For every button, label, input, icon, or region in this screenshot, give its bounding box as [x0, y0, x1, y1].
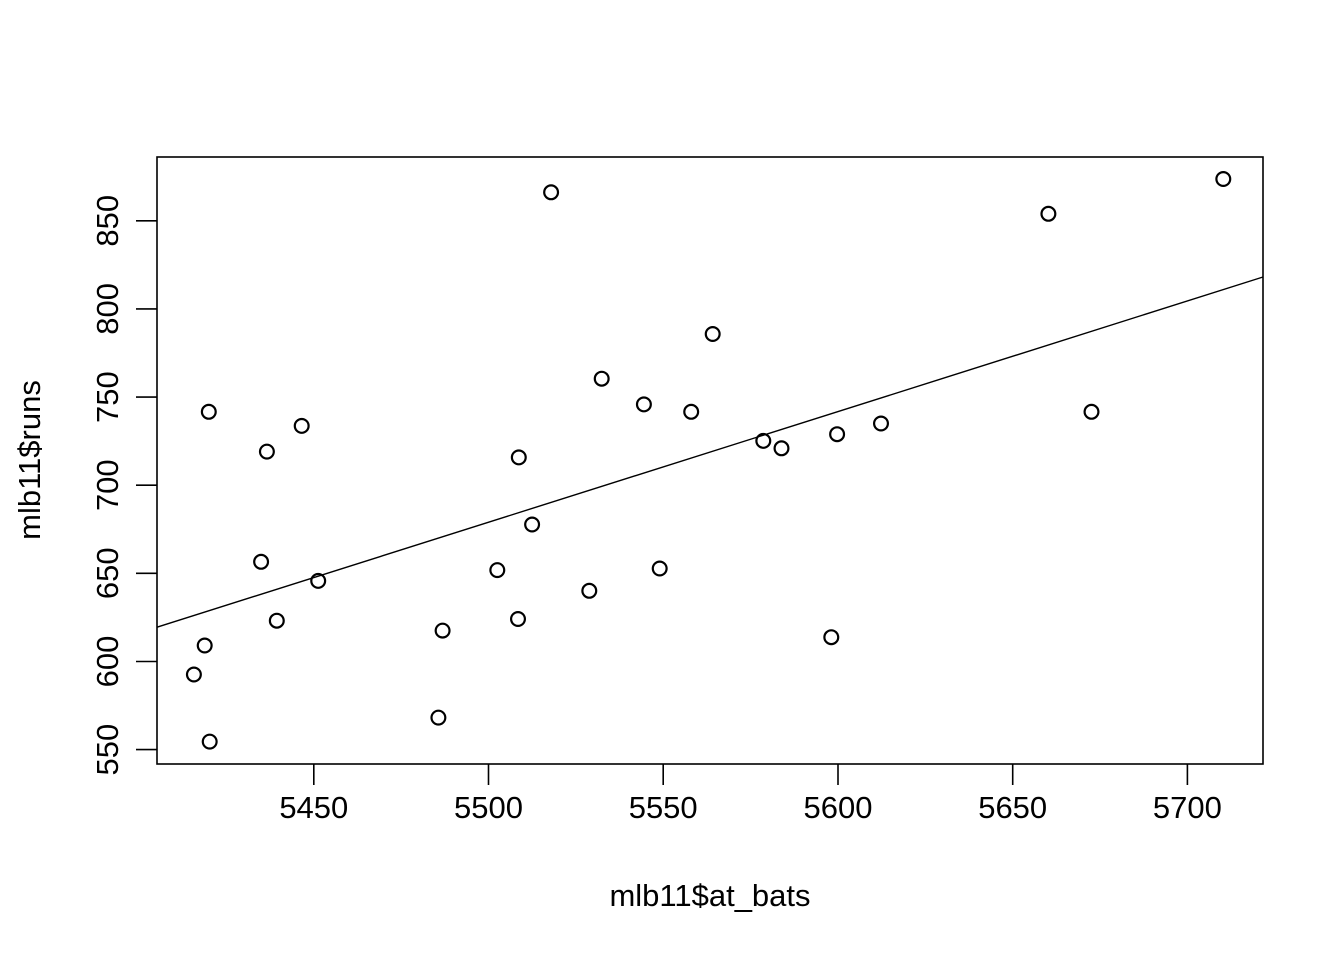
- svg-text:750: 750: [90, 371, 125, 423]
- svg-text:800: 800: [90, 283, 125, 335]
- svg-text:mlb11$runs: mlb11$runs: [12, 380, 47, 540]
- svg-text:5650: 5650: [978, 790, 1047, 825]
- svg-text:mlb11$at_bats: mlb11$at_bats: [609, 878, 810, 913]
- svg-text:5550: 5550: [629, 790, 698, 825]
- svg-text:5450: 5450: [279, 790, 348, 825]
- svg-text:5700: 5700: [1153, 790, 1222, 825]
- svg-text:600: 600: [90, 636, 125, 688]
- svg-text:700: 700: [90, 459, 125, 511]
- svg-text:5600: 5600: [804, 790, 873, 825]
- svg-text:550: 550: [90, 724, 125, 776]
- svg-text:5500: 5500: [454, 790, 523, 825]
- svg-text:850: 850: [90, 195, 125, 247]
- svg-text:650: 650: [90, 547, 125, 599]
